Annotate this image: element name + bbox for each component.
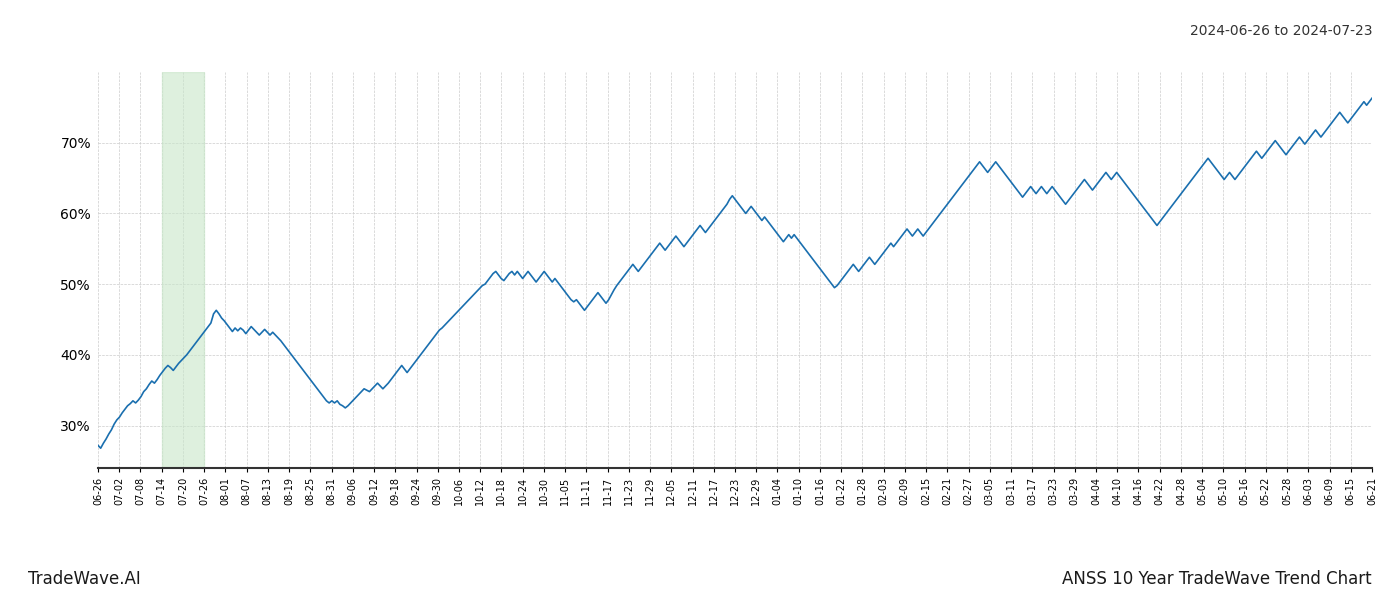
- Text: 2024-06-26 to 2024-07-23: 2024-06-26 to 2024-07-23: [1190, 24, 1372, 38]
- Text: ANSS 10 Year TradeWave Trend Chart: ANSS 10 Year TradeWave Trend Chart: [1063, 570, 1372, 588]
- Bar: [162, 72, 204, 468]
- Text: TradeWave.AI: TradeWave.AI: [28, 570, 141, 588]
